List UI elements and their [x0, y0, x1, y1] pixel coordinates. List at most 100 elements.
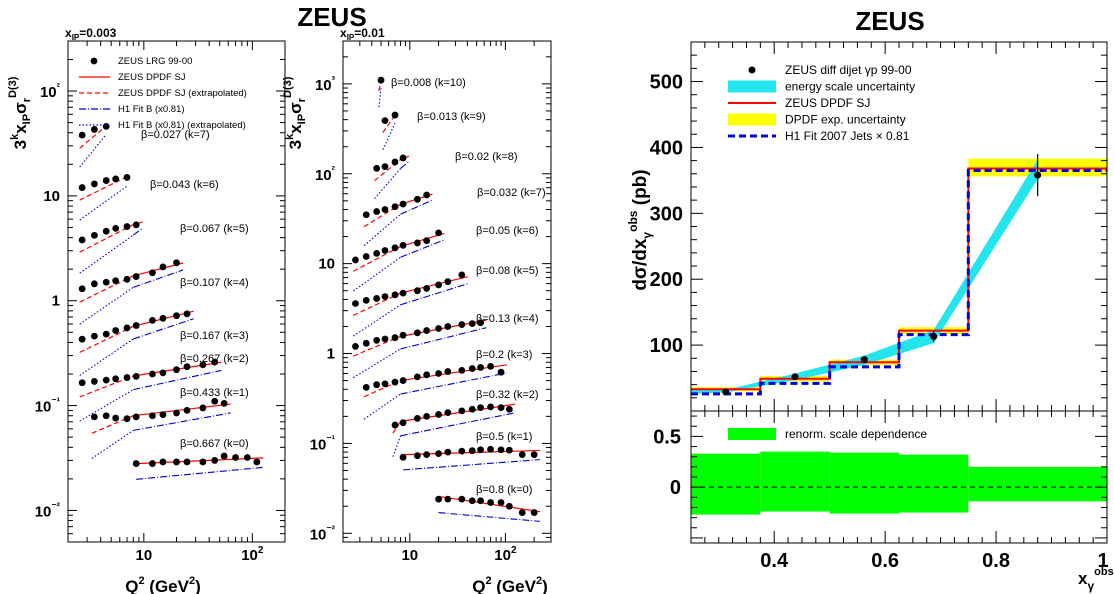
- data-point: [173, 458, 180, 466]
- data-point: [413, 329, 421, 337]
- data-point: [413, 195, 421, 203]
- series-label: β=0.5 (k=1): [476, 431, 532, 443]
- y-tick-label: 10⁻²: [35, 501, 61, 520]
- y-tick-label: 10⁻¹: [35, 397, 61, 416]
- data-point: [362, 253, 370, 260]
- data-point: [102, 412, 110, 420]
- data-point: [78, 184, 86, 191]
- series-0.267-k-2: β=0.267 (k=2): [78, 353, 249, 422]
- y-axis-title: 3kxIPσrD(3): [282, 76, 308, 149]
- data-point: [477, 319, 484, 327]
- legend-entry: ZEUS DPDF SJ: [79, 72, 186, 83]
- data-point: [860, 356, 868, 364]
- h1-fit-b-extrapolated-curve: [353, 256, 401, 292]
- panel-xip-0.01: 10⁻² 10⁻¹ 1 10 10² 10³ 10 102 Q2 (GeV2) 3kxIPσrD(…: [282, 26, 552, 594]
- data-point: [423, 285, 431, 292]
- series-label: β=0.32 (k=2): [476, 389, 539, 401]
- legend-label: ZEUS diff dijet γp 99-00: [785, 63, 912, 77]
- data-point: [377, 76, 385, 84]
- h1-fit-b-curve: [438, 512, 541, 522]
- h1-fit-b-curve: [133, 269, 184, 288]
- data-marker: [722, 388, 730, 396]
- h1-fit-b-curve: [133, 369, 222, 391]
- zeus-dpdf-sj-extrapolated-curve: [79, 125, 107, 149]
- h1-fit-b-extrapolated-curve: [79, 338, 134, 376]
- data-point: [444, 278, 452, 286]
- data-point: [373, 164, 381, 172]
- legend-entry: ZEUS DPDF SJ: [728, 96, 870, 110]
- data-point: [352, 256, 359, 264]
- data-point: [381, 380, 389, 388]
- data-point: [399, 453, 407, 461]
- h1-fit-b-extrapolated-curve: [392, 435, 402, 457]
- series-0.667-k-0: β=0.667 (k=0): [132, 438, 264, 480]
- legend-label: H1 Fit 2007 Jets × 0.81: [785, 129, 910, 143]
- series-0.05-k-6: β=0.05 (k=6): [352, 225, 539, 292]
- renorm-scale-band: [829, 452, 899, 514]
- series-0.08-k-5: β=0.08 (k=5): [352, 265, 539, 337]
- data-point: [173, 409, 180, 417]
- data-point: [391, 203, 399, 211]
- y-axis-title: dσ/dxγobs (pb): [626, 169, 654, 290]
- data-point: [373, 208, 381, 215]
- data-point: [435, 495, 442, 503]
- legend-entry: H1 Fit B (x0.81) (extrapolated): [79, 120, 246, 131]
- renorm-scale-band: [760, 451, 830, 512]
- h1-fit-b-curve: [400, 199, 433, 215]
- data-point: [149, 316, 156, 324]
- legend-label: renorm. scale dependence: [785, 427, 927, 441]
- data-point: [444, 409, 452, 417]
- data-point: [352, 300, 359, 307]
- data-marker: [1034, 171, 1042, 179]
- data-point: [362, 297, 370, 304]
- data-point: [211, 358, 219, 366]
- data-point: [123, 374, 131, 381]
- data-point: [123, 223, 131, 230]
- legend-entry: H1 Fit B (x0.81): [79, 104, 185, 115]
- data-point: [112, 175, 120, 183]
- data-point: [102, 278, 110, 286]
- data-point: [159, 369, 167, 377]
- data-point: [458, 321, 466, 328]
- x-axis-title: Q2 (GeV2): [125, 575, 201, 594]
- data-point: [497, 404, 505, 412]
- data-point: [444, 495, 452, 503]
- data-point: [199, 458, 207, 466]
- data-marker: [860, 356, 868, 364]
- panel-label: xIP=0.003: [65, 26, 117, 42]
- data-point: [444, 323, 452, 330]
- y-tick-label: 300: [650, 203, 683, 225]
- h1-fit-b-extrapolated-curve: [79, 234, 134, 274]
- legend-label: energy scale uncertainty: [785, 80, 915, 94]
- y-tick-label: 1: [52, 293, 60, 310]
- zeus-dpdf-sj-extrapolated-curve: [79, 224, 134, 253]
- h1-fit-b-extrapolated-curve: [382, 122, 396, 150]
- data-point: [183, 363, 191, 371]
- legend-swatch: [728, 113, 776, 126]
- series-0.8-k-0: β=0.8 (k=0): [435, 484, 541, 522]
- data-point: [362, 211, 370, 219]
- data-point: [381, 206, 389, 213]
- series-0.13-k-4: β=0.13 (k=4): [352, 313, 539, 379]
- data-point: [220, 452, 228, 460]
- data-point: [211, 397, 219, 405]
- data-point: [399, 241, 407, 249]
- data-point: [930, 331, 938, 342]
- series-0.433-k-1: β=0.433 (k=1): [90, 387, 249, 459]
- data-point: [112, 375, 120, 383]
- data-point: [132, 372, 140, 380]
- data-point: [487, 499, 494, 506]
- data-point: [391, 244, 399, 252]
- series-label: β=0.13 (k=4): [476, 313, 539, 325]
- data-point: [477, 364, 484, 371]
- data-point: [423, 451, 431, 459]
- data-point: [458, 495, 466, 503]
- legend-entry: ZEUS LRG 99-00: [90, 56, 192, 67]
- data-point: [477, 404, 484, 412]
- data-point: [123, 275, 131, 283]
- data-point: [373, 381, 381, 389]
- h1-fit-b-curve: [400, 283, 468, 306]
- data-point: [530, 509, 538, 516]
- legend-entry: renorm. scale dependence: [728, 427, 927, 441]
